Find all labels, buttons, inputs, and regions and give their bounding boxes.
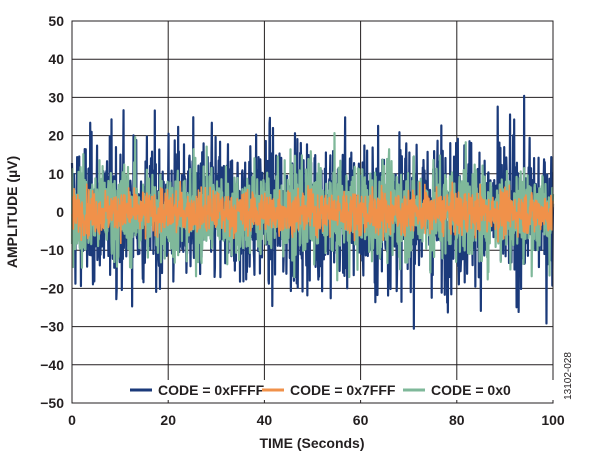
y-tick-label: −50 (40, 395, 64, 411)
y-tick-label: 20 (48, 128, 64, 144)
y-tick-label: 50 (48, 13, 64, 29)
legend-label: CODE = 0x0 (431, 382, 511, 398)
series-layer (70, 94, 555, 330)
y-tick-label: 10 (48, 166, 64, 182)
x-tick-label: 60 (353, 412, 369, 428)
x-tick-label: 0 (68, 412, 76, 428)
legend-label: CODE = 0xFFFF (158, 382, 265, 398)
y-axis-ticks: 50 40 30 20 10 0 −10 −20 −30 −40 −50 (40, 13, 64, 411)
x-tick-label: 20 (160, 412, 176, 428)
x-tick-label: 80 (449, 412, 465, 428)
x-tick-label: 100 (541, 412, 565, 428)
legend-item: CODE = 0x0 (403, 382, 511, 398)
y-tick-label: −30 (40, 319, 64, 335)
plot-frame (71, 20, 554, 404)
legend-item: CODE = 0xFFFF (130, 382, 265, 398)
legend-item: CODE = 0x7FFF (262, 382, 396, 398)
y-axis-label: AMPLITUDE (µV) (4, 156, 20, 268)
y-tick-label: 40 (48, 51, 64, 67)
legend-background (126, 380, 554, 400)
legend-label: CODE = 0x7FFF (290, 382, 396, 398)
figure-code: 13102-028 (563, 352, 574, 400)
x-axis-label: TIME (Seconds) (259, 435, 364, 451)
y-tick-label: −40 (40, 357, 64, 373)
x-axis-ticks: 0 20 40 60 80 100 (68, 412, 565, 428)
series-line (71, 180, 554, 245)
x-tick-label: 40 (257, 412, 273, 428)
y-tick-label: 0 (56, 204, 64, 220)
y-tick-label: −20 (40, 280, 64, 296)
y-tick-label: −10 (40, 242, 64, 258)
y-tick-label: 30 (48, 89, 64, 105)
legend: CODE = 0xFFFF CODE = 0x7FFF CODE = 0x0 (126, 380, 554, 400)
